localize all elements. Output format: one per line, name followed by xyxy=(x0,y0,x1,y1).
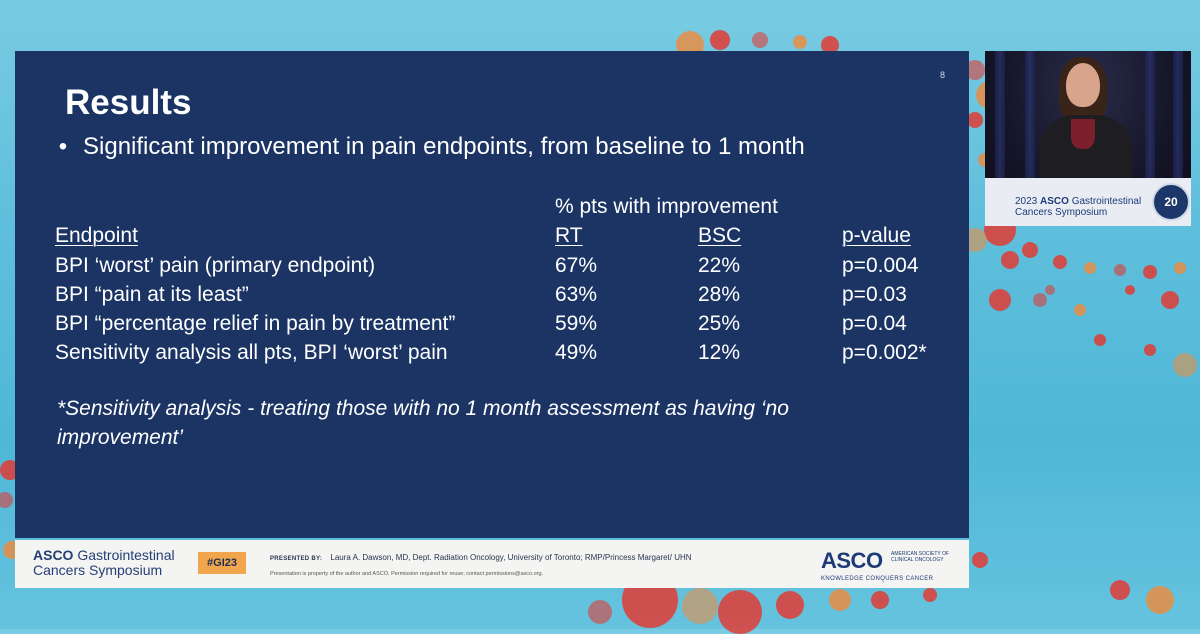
decor-dot xyxy=(1094,334,1106,346)
stage-curtain xyxy=(1025,51,1035,191)
stage-curtain xyxy=(1173,51,1183,191)
pvalue-cell: p=0.004 xyxy=(842,254,919,277)
rt-cell: 49% xyxy=(555,341,598,364)
decor-dot xyxy=(682,588,718,624)
logo-brand: ASCO xyxy=(33,547,74,563)
decor-dot xyxy=(1144,344,1156,356)
table-row: BPI “percentage relief in pain by treatm… xyxy=(55,312,955,340)
asco-society: AMERICAN SOCIETY OF CLINICAL ONCOLOGY xyxy=(891,551,949,563)
decor-dot xyxy=(1146,586,1174,614)
bsc-cell: 28% xyxy=(698,283,741,306)
table-row: BPI ‘worst’ pain (primary endpoint) 67% … xyxy=(55,254,955,282)
decor-dot xyxy=(1001,251,1019,269)
presenter-info: PRESENTED BY: Laura A. Dawson, MD, Dept.… xyxy=(270,553,692,562)
pvalue-cell: p=0.03 xyxy=(842,283,907,306)
decor-dot xyxy=(1084,262,1096,274)
decor-dot xyxy=(1125,285,1135,295)
rt-cell: 59% xyxy=(555,312,598,335)
table-row: Sensitivity analysis all pts, BPI ‘worst… xyxy=(55,341,955,369)
stage-curtain xyxy=(995,51,1005,191)
presented-by-label: PRESENTED BY: xyxy=(270,556,323,562)
decor-dot xyxy=(710,30,730,50)
decor-dot xyxy=(1114,264,1126,276)
presenter-name: Laura A. Dawson, MD, Dept. Radiation Onc… xyxy=(330,553,692,562)
rt-cell: 67% xyxy=(555,254,598,277)
decor-dot xyxy=(871,591,889,609)
decor-dot xyxy=(1174,262,1186,274)
pvalue-cell: p=0.04 xyxy=(842,312,907,335)
anniversary-badge: 20 xyxy=(1152,183,1190,221)
decor-dot xyxy=(752,32,768,48)
decor-dot xyxy=(829,589,851,611)
stage-curtain xyxy=(1145,51,1155,191)
endpoint-cell: BPI “pain at its least” xyxy=(55,283,249,306)
permission-note: Presentation is property of the author a… xyxy=(270,571,544,577)
decor-dot xyxy=(1074,304,1086,316)
decor-dot xyxy=(588,600,612,624)
decor-dot xyxy=(0,492,13,508)
group-header: % pts with improvement xyxy=(555,195,778,218)
decor-dot xyxy=(1022,242,1038,258)
slide-number: 8 xyxy=(939,70,945,80)
decor-dot xyxy=(972,552,988,568)
decor-dot xyxy=(776,591,804,619)
decor-dot xyxy=(1053,255,1067,269)
asco-tagline: KNOWLEDGE CONQUERS CANCER xyxy=(821,576,934,582)
hashtag-badge: #GI23 xyxy=(198,552,246,574)
footnote: *Sensitivity analysis - treating those w… xyxy=(57,397,789,449)
podium-text: 2023 ASCO Gastrointestinal Cancers Sympo… xyxy=(1015,196,1141,218)
column-header-rt: RT xyxy=(555,224,583,247)
speaker-face xyxy=(1066,63,1100,107)
podium-year: 2023 xyxy=(1015,196,1038,207)
slide-footer: ASCO Gastrointestinal Cancers Symposium … xyxy=(15,540,969,588)
column-header-pvalue: p-value xyxy=(842,224,911,247)
pvalue-cell: p=0.002* xyxy=(842,341,927,364)
podium-brand: ASCO xyxy=(1040,196,1069,207)
decor-dot xyxy=(1045,285,1055,295)
decor-dot xyxy=(718,590,762,634)
decor-dot xyxy=(967,112,983,128)
bsc-cell: 25% xyxy=(698,312,741,335)
logo-line1: Gastrointestinal xyxy=(77,547,175,563)
table-header-row: Endpoint RT BSC p-value xyxy=(55,224,955,252)
endpoint-cell: BPI “percentage relief in pain by treatm… xyxy=(55,312,456,335)
decor-dot xyxy=(1173,353,1197,377)
decor-dot xyxy=(1110,580,1130,600)
podium-sign: 2023 ASCO Gastrointestinal Cancers Sympo… xyxy=(985,178,1191,226)
bullet-icon: • xyxy=(58,133,68,160)
bsc-cell: 12% xyxy=(698,341,741,364)
decor-dot xyxy=(923,588,937,602)
column-header-bsc: BSC xyxy=(698,224,742,247)
decor-dot xyxy=(1143,265,1157,279)
table-row: BPI “pain at its least” 63% 28% p=0.03 xyxy=(55,283,955,311)
decor-dot xyxy=(989,289,1011,311)
podium-line1: Gastrointestinal xyxy=(1071,196,1142,207)
decor-dot xyxy=(1161,291,1179,309)
bsc-cell: 22% xyxy=(698,254,741,277)
endpoint-cell: BPI ‘worst’ pain (primary endpoint) xyxy=(55,254,376,277)
slide-title: Results xyxy=(65,83,192,122)
decor-dot xyxy=(1033,293,1047,307)
column-header-endpoint: Endpoint xyxy=(55,224,138,247)
speaker-video: 2023 ASCO Gastrointestinal Cancers Sympo… xyxy=(985,51,1191,226)
presentation-slide: 8 Results • Significant improvement in p… xyxy=(15,51,969,538)
speaker-shirt xyxy=(1071,119,1095,149)
decor-dot xyxy=(793,35,807,49)
symposium-logo: ASCO Gastrointestinal Cancers Symposium xyxy=(33,548,175,578)
rt-cell: 63% xyxy=(555,283,598,306)
bullet-point: • Significant improvement in pain endpoi… xyxy=(57,133,805,161)
bullet-text: Significant improvement in pain endpoint… xyxy=(83,133,805,160)
asco-wordmark: ASCO xyxy=(821,548,883,573)
logo-line2: Cancers Symposium xyxy=(33,562,163,578)
asco-logo: ASCO AMERICAN SOCIETY OF CLINICAL ONCOLO… xyxy=(821,548,957,582)
podium-line2: Cancers Symposium xyxy=(1015,207,1108,218)
endpoint-cell: Sensitivity analysis all pts, BPI ‘worst… xyxy=(55,341,448,364)
